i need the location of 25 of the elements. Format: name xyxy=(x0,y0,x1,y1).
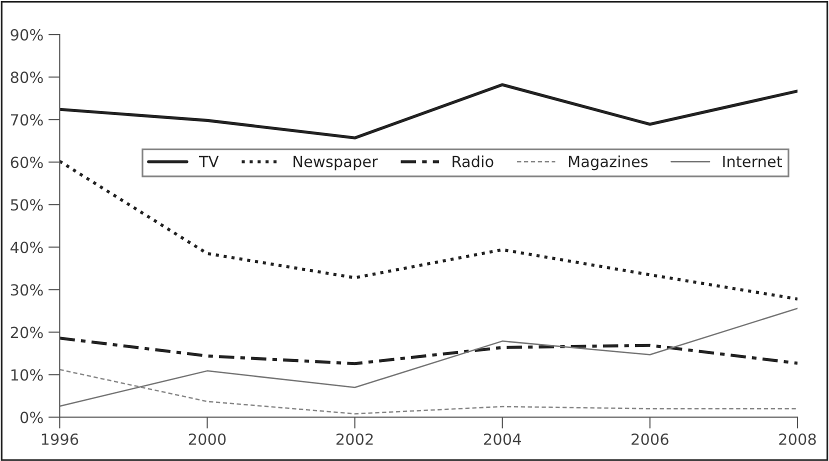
line-series xyxy=(60,308,798,407)
legend-label: Newspaper xyxy=(294,156,378,170)
y-tick-label: 60% xyxy=(10,156,43,168)
x-tick-label: 2002 xyxy=(336,433,373,446)
y-tick-label: 30% xyxy=(10,284,43,296)
y-tick-label: 20% xyxy=(10,326,43,338)
y-tick-label: 80% xyxy=(10,72,43,84)
line-series xyxy=(60,336,798,366)
legend-label: Magazines xyxy=(568,155,648,170)
x-tick-label: 2004 xyxy=(484,433,521,446)
line-series xyxy=(60,368,798,414)
y-tick-label: 40% xyxy=(10,242,43,254)
y-tick-label: 10% xyxy=(11,369,43,381)
y-tick-label: 0% xyxy=(20,412,43,424)
legend-label: Radio xyxy=(452,155,494,168)
x-tick-label: 2008 xyxy=(779,433,816,446)
x-tick-label: 2000 xyxy=(188,433,226,446)
legend-label: TV xyxy=(198,156,219,168)
legend-label: Internet xyxy=(723,156,782,168)
y-tick-label: 50% xyxy=(10,199,43,211)
x-tick-label: 2006 xyxy=(632,433,668,446)
y-tick-label: 90% xyxy=(10,29,43,41)
y-tick-label: 70% xyxy=(11,114,43,126)
x-tick-label: 1996 xyxy=(42,433,78,446)
line-series xyxy=(60,83,798,140)
